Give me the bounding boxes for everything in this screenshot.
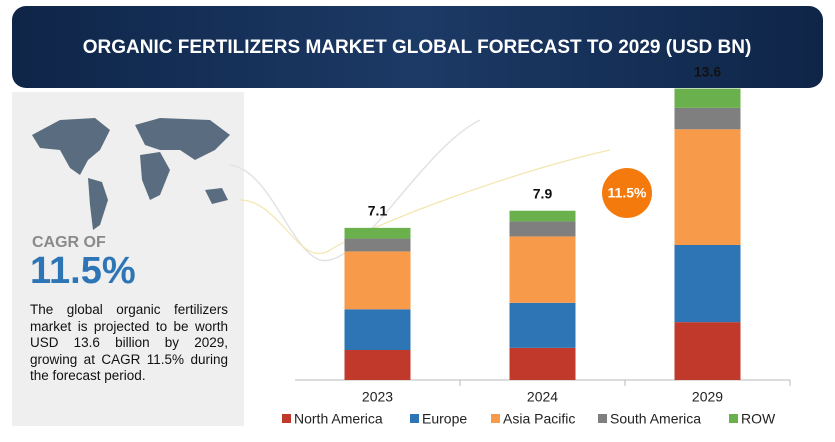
bar-segment bbox=[344, 227, 411, 239]
total-label: 13.6 bbox=[694, 63, 721, 79]
bar-segment bbox=[674, 245, 741, 323]
x-tick-label: 2029 bbox=[692, 389, 723, 405]
decor-curve bbox=[229, 119, 481, 262]
bar-segment bbox=[674, 129, 741, 245]
bar-segment bbox=[344, 238, 411, 252]
legend-swatch bbox=[410, 414, 419, 423]
legend-swatch bbox=[491, 414, 500, 423]
bar-segment bbox=[344, 309, 411, 350]
legend-swatch bbox=[282, 414, 291, 423]
cagr-bubble bbox=[602, 168, 652, 218]
description: The global organic fertilizers market is… bbox=[30, 302, 228, 383]
legend-label: Europe bbox=[422, 411, 467, 427]
bar-segment bbox=[674, 107, 741, 130]
bar-segment bbox=[509, 302, 576, 348]
x-tick-label: 2023 bbox=[362, 389, 393, 405]
bar-segment bbox=[344, 350, 411, 380]
total-label: 7.1 bbox=[368, 203, 388, 219]
legend-label: ROW bbox=[741, 411, 776, 427]
title: ORGANIC FERTILIZERS MARKET GLOBAL FORECA… bbox=[83, 37, 752, 58]
x-tick-label: 2024 bbox=[527, 389, 558, 405]
legend-label: Asia Pacific bbox=[503, 411, 575, 427]
cagr-annotation: 11.5% bbox=[608, 185, 647, 201]
bar-segment bbox=[509, 221, 576, 237]
chart: 7.1 2023 7.9 2024 13.6 2029 11.5% North America… bbox=[282, 63, 791, 427]
legend-label: South America bbox=[610, 411, 701, 427]
bar-segment bbox=[674, 88, 741, 108]
legend-swatch bbox=[729, 414, 738, 423]
world-map bbox=[32, 118, 230, 230]
decor-curve bbox=[239, 149, 611, 255]
bar-segment bbox=[509, 347, 576, 380]
bar-segment bbox=[674, 322, 741, 380]
cagr-value: 11.5% bbox=[30, 250, 136, 292]
bar-segment bbox=[344, 251, 411, 310]
legend-label: North America bbox=[294, 411, 383, 427]
bar-segment bbox=[509, 210, 576, 222]
legend-swatch bbox=[598, 414, 607, 423]
total-label: 7.9 bbox=[533, 185, 553, 201]
cagr-label: CAGR OF bbox=[32, 234, 106, 251]
bar-segment bbox=[509, 236, 576, 303]
header-banner bbox=[12, 6, 823, 88]
